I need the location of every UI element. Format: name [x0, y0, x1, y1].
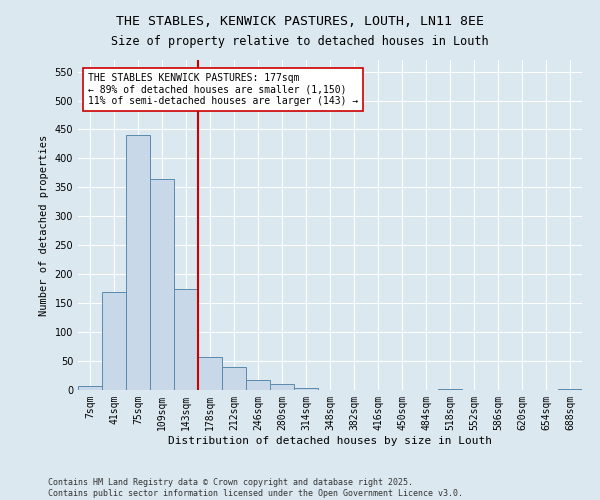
- Bar: [198, 357, 222, 390]
- Bar: [78, 386, 102, 390]
- Y-axis label: Number of detached properties: Number of detached properties: [39, 134, 49, 316]
- Bar: [246, 380, 270, 390]
- Text: Size of property relative to detached houses in Louth: Size of property relative to detached ho…: [111, 35, 489, 48]
- Bar: [294, 388, 318, 390]
- Bar: [270, 384, 294, 390]
- Text: THE STABLES KENWICK PASTURES: 177sqm
← 89% of detached houses are smaller (1,150: THE STABLES KENWICK PASTURES: 177sqm ← 8…: [88, 73, 358, 106]
- Bar: [438, 389, 462, 390]
- X-axis label: Distribution of detached houses by size in Louth: Distribution of detached houses by size …: [168, 436, 492, 446]
- Bar: [558, 389, 582, 390]
- Bar: [150, 178, 174, 390]
- Text: THE STABLES, KENWICK PASTURES, LOUTH, LN11 8EE: THE STABLES, KENWICK PASTURES, LOUTH, LN…: [116, 15, 484, 28]
- Bar: [102, 292, 126, 390]
- Bar: [222, 367, 246, 390]
- Bar: [126, 136, 150, 390]
- Text: Contains HM Land Registry data © Crown copyright and database right 2025.
Contai: Contains HM Land Registry data © Crown c…: [48, 478, 463, 498]
- Bar: [174, 288, 198, 390]
